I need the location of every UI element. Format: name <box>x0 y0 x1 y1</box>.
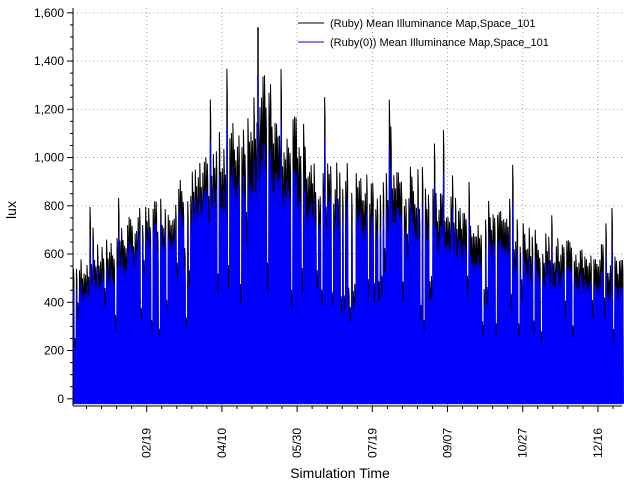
x-tick-label: 09/07 <box>441 428 455 458</box>
x-axis-title: Simulation Time <box>290 465 390 481</box>
y-tick-label: 400 <box>44 295 64 309</box>
x-tick-label: 12/16 <box>591 428 605 458</box>
legend-label-ruby: (Ruby) Mean Illuminance Map,Space_101 <box>330 18 535 30</box>
y-tick-label: 1,200 <box>34 102 64 116</box>
series-layer <box>72 27 624 405</box>
legend-label-ruby-0: (Ruby(0)) Mean Illuminance Map,Space_101 <box>330 37 549 49</box>
series-line-1 <box>72 118 624 405</box>
y-tick-label: 600 <box>44 247 64 261</box>
y-tick-label: 800 <box>44 199 64 213</box>
x-tick-label: 10/27 <box>516 428 530 458</box>
legend: (Ruby) Mean Illuminance Map,Space_101 (R… <box>298 18 549 49</box>
axes: 0 200 400 600 800 1,000 1,200 1,400 1,600 02/19 04… <box>34 6 622 458</box>
y-tick-label: 1,600 <box>34 6 64 20</box>
x-tick-label: 02/19 <box>140 428 154 458</box>
y-tick-label: 0 <box>57 392 64 406</box>
x-tick-label: 04/10 <box>215 428 229 458</box>
x-tick-label: 05/30 <box>290 428 304 458</box>
y-tick-label: 1,000 <box>34 151 64 165</box>
y-tick-label: 200 <box>44 344 64 358</box>
y-axis-title: lux <box>3 201 19 219</box>
x-tick-label: 07/19 <box>365 428 379 458</box>
y-tick-label: 1,400 <box>34 54 64 68</box>
